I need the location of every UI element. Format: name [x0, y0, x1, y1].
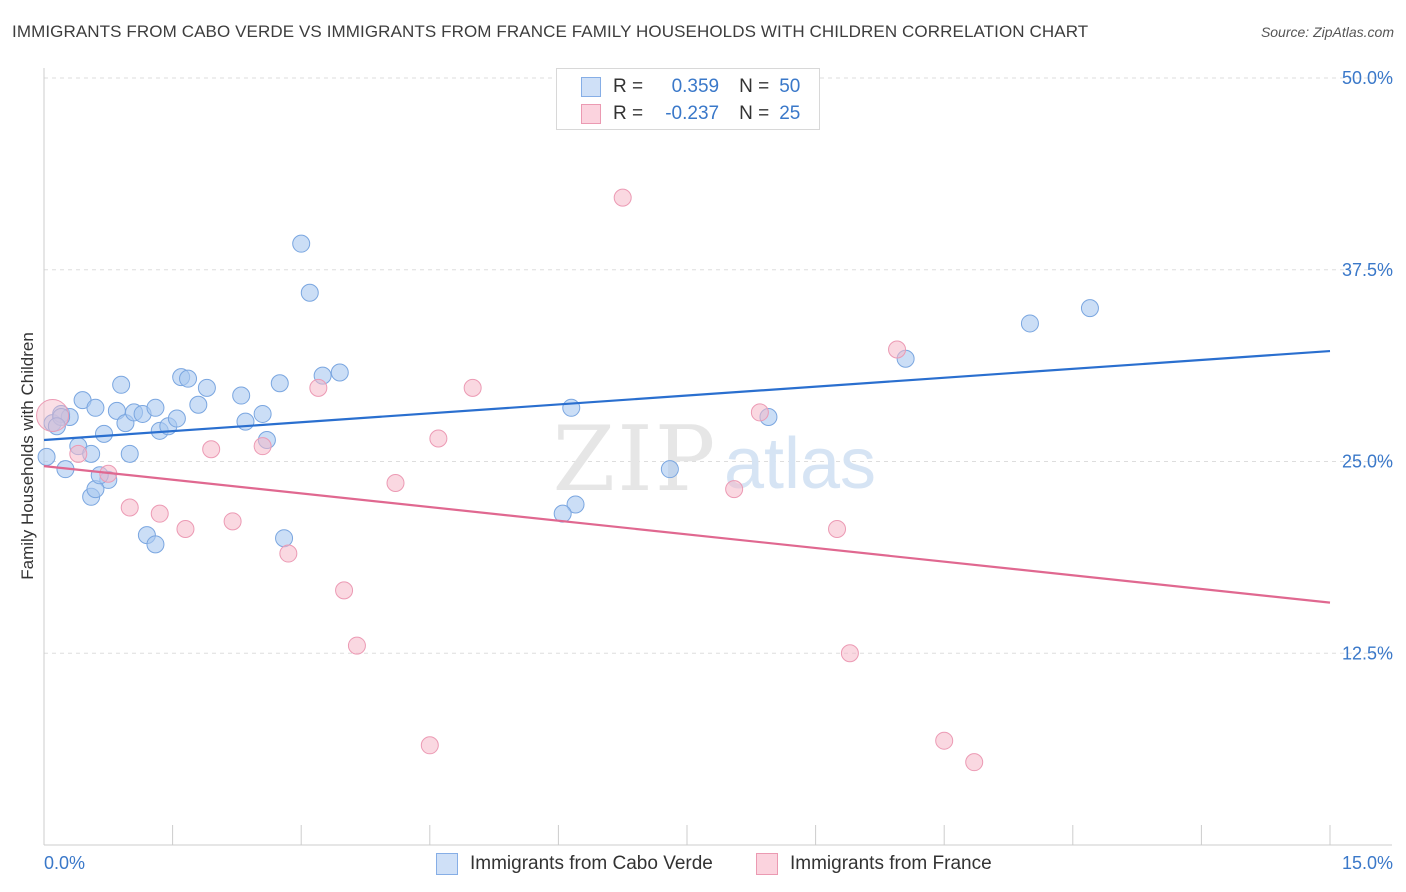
source-credit: Source: ZipAtlas.com [1260, 24, 1394, 40]
data-point-cabo-verde [37, 447, 56, 466]
data-point-france [613, 188, 632, 207]
data-point-france [279, 544, 298, 563]
data-point-cabo-verde [112, 375, 131, 394]
data-point-france [223, 512, 242, 531]
bottom-legend-swatch-cabo-verde [436, 853, 458, 875]
data-point-france [420, 736, 439, 755]
legend-row-france: R = -0.237 N = 25 [581, 102, 800, 126]
data-point-cabo-verde [270, 374, 289, 393]
data-point-cabo-verde [197, 378, 216, 397]
data-point-france [120, 498, 139, 517]
correlation-legend: R = 0.359 N = 50 R = -0.237 N = 25 [556, 68, 820, 130]
legend-n-value: 50 [779, 76, 801, 97]
grid-lines [44, 77, 1392, 654]
data-point-cabo-verde [300, 283, 319, 302]
x-tick-label: 0.0% [44, 853, 85, 873]
legend-n-label: N = [739, 103, 770, 124]
data-point-france [935, 731, 954, 750]
data-point-france [347, 636, 366, 655]
data-point-cabo-verde [275, 529, 294, 548]
legend-swatch-france [581, 104, 601, 124]
legend-n-value: 25 [779, 103, 801, 124]
series-cabo-verde-points [37, 234, 1099, 554]
data-point-france [253, 437, 272, 456]
data-point-france [202, 440, 221, 459]
bottom-legend-swatch-france [756, 853, 778, 875]
data-point-france [463, 378, 482, 397]
data-point-france [840, 644, 859, 663]
watermark: ZIP atlas [553, 407, 876, 512]
series-france-points [36, 188, 984, 772]
data-point-france [750, 403, 769, 422]
data-point-france [965, 753, 984, 772]
data-point-france [335, 581, 354, 600]
data-point-cabo-verde [330, 363, 349, 382]
data-point-cabo-verde [566, 495, 585, 514]
data-point-cabo-verde [86, 398, 105, 417]
data-point-france [386, 473, 405, 492]
data-point-cabo-verde [95, 424, 114, 443]
data-point-cabo-verde [179, 369, 198, 388]
data-point-cabo-verde [232, 386, 251, 405]
trend-line-cabo-verde [43, 349, 1331, 442]
data-point-cabo-verde [292, 234, 311, 253]
data-point-cabo-verde [146, 398, 165, 417]
bottom-legend-label-france: Immigrants from France [790, 853, 992, 874]
data-point-france [69, 444, 88, 463]
chart-title: IMMIGRANTS FROM CABO VERDE VS IMMIGRANTS… [12, 22, 1089, 41]
y-tick-label: 25.0% [1342, 452, 1393, 472]
data-point-cabo-verde [189, 395, 208, 414]
data-point-cabo-verde [1020, 314, 1039, 333]
bottom-legend-label-cabo-verde: Immigrants from Cabo Verde [470, 853, 713, 874]
legend-r-label: R = [613, 103, 644, 124]
legend-r-value: 0.359 [671, 76, 720, 97]
trend-line-france [43, 465, 1331, 604]
data-point-cabo-verde [167, 409, 186, 428]
y-tick-label: 37.5% [1342, 260, 1393, 280]
tick-labels: 12.5% 25.0% 37.5% 50.0% 0.0% 15.0% [44, 68, 1393, 873]
legend-row-cabo-verde: R = 0.359 N = 50 [581, 75, 800, 99]
data-point-france [725, 480, 744, 499]
x-tick-label: 15.0% [1342, 853, 1393, 873]
data-point-france [36, 398, 70, 432]
data-point-france [150, 504, 169, 523]
data-point-france [429, 429, 448, 448]
data-point-cabo-verde [146, 535, 165, 554]
data-point-cabo-verde [660, 460, 679, 479]
legend-r-label: R = [613, 76, 644, 97]
bottom-legend-france: Immigrants from France [756, 851, 992, 877]
y-tick-label: 50.0% [1342, 68, 1393, 88]
data-point-cabo-verde [562, 398, 581, 417]
axes [43, 68, 1392, 846]
legend-swatch-cabo-verde [581, 77, 601, 97]
legend-n-label: N = [739, 76, 770, 97]
legend-r-value: -0.237 [665, 103, 720, 124]
data-point-cabo-verde [47, 417, 66, 436]
data-point-france [888, 340, 907, 359]
data-point-france [309, 378, 328, 397]
watermark-atlas: atlas [724, 424, 876, 504]
data-point-france [176, 519, 195, 538]
trend-lines [43, 349, 1331, 604]
y-tick-label: 12.5% [1342, 643, 1393, 663]
data-point-cabo-verde [253, 404, 272, 423]
data-point-cabo-verde [120, 444, 139, 463]
watermark-zip: ZIP [553, 407, 718, 512]
bottom-legend-cabo-verde: Immigrants from Cabo Verde [436, 851, 713, 877]
data-point-cabo-verde [1080, 299, 1099, 318]
data-point-france [828, 519, 847, 538]
